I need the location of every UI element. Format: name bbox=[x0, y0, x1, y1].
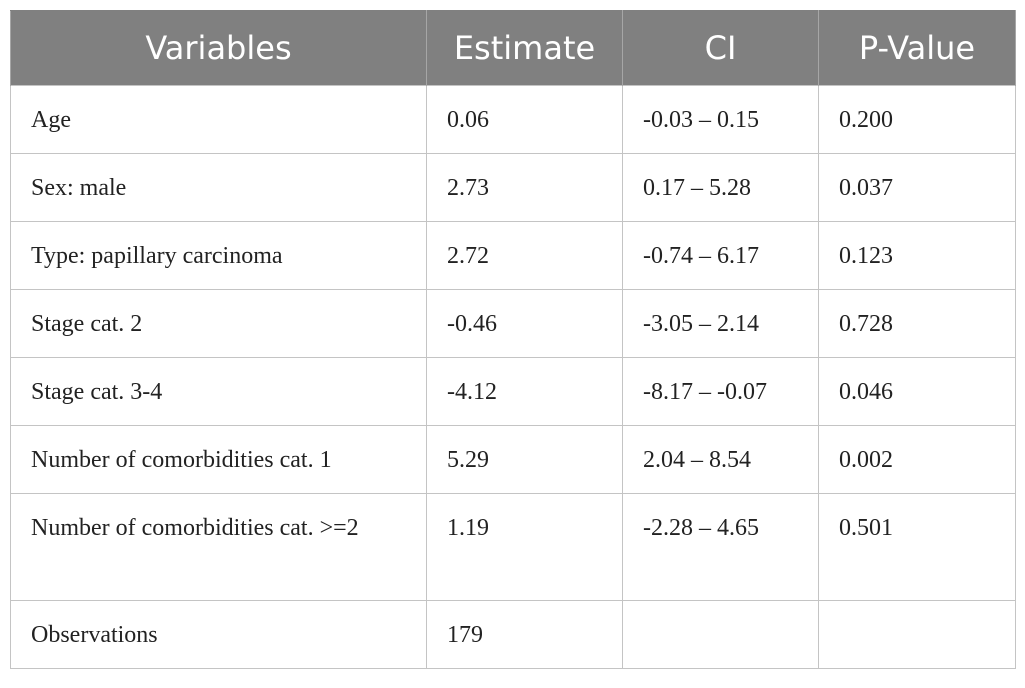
ci-cell: -3.05 – 2.14 bbox=[622, 289, 819, 358]
p-value-cell: 0.123 bbox=[818, 221, 1016, 290]
estimate-cell: 2.73 bbox=[426, 153, 623, 222]
observations-row: Observations 179 bbox=[10, 600, 1016, 669]
header-p-value: P-Value bbox=[818, 10, 1016, 86]
empty-cell bbox=[622, 600, 819, 669]
observations-label: Observations bbox=[10, 600, 427, 669]
ci-cell: 2.04 – 8.54 bbox=[622, 425, 819, 494]
table-header: Variables Estimate CI P-Value bbox=[10, 10, 1016, 86]
table-row: Number of comorbidities cat. >=2 1.19 -2… bbox=[10, 493, 1016, 601]
p-value-cell: 0.002 bbox=[818, 425, 1016, 494]
table-row: Age 0.06 -0.03 – 0.15 0.200 bbox=[10, 85, 1016, 154]
variable-cell: Sex: male bbox=[10, 153, 427, 222]
ci-cell: -2.28 – 4.65 bbox=[622, 493, 819, 601]
ci-cell: -8.17 – -0.07 bbox=[622, 357, 819, 426]
variable-cell: Stage cat. 2 bbox=[10, 289, 427, 358]
ci-cell: -0.74 – 6.17 bbox=[622, 221, 819, 290]
empty-cell bbox=[818, 600, 1016, 669]
header-row: Variables Estimate CI P-Value bbox=[10, 10, 1016, 86]
variable-cell: Age bbox=[10, 85, 427, 154]
estimate-cell: -4.12 bbox=[426, 357, 623, 426]
table-row: Stage cat. 2 -0.46 -3.05 – 2.14 0.728 bbox=[10, 289, 1016, 358]
ci-cell: 0.17 – 5.28 bbox=[622, 153, 819, 222]
header-estimate: Estimate bbox=[426, 10, 623, 86]
observations-value: 179 bbox=[426, 600, 623, 669]
p-value-cell: 0.501 bbox=[818, 493, 1016, 601]
ci-cell: -0.03 – 0.15 bbox=[622, 85, 819, 154]
table-row: Stage cat. 3-4 -4.12 -8.17 – -0.07 0.046 bbox=[10, 357, 1016, 426]
variable-cell: Number of comorbidities cat. 1 bbox=[10, 425, 427, 494]
header-ci: CI bbox=[622, 10, 819, 86]
estimate-cell: 0.06 bbox=[426, 85, 623, 154]
table-row: Type: papillary carcinoma 2.72 -0.74 – 6… bbox=[10, 221, 1016, 290]
estimate-cell: 1.19 bbox=[426, 493, 623, 601]
p-value-cell: 0.046 bbox=[818, 357, 1016, 426]
regression-results-table: Variables Estimate CI P-Value Age 0.06 -… bbox=[10, 10, 1016, 669]
table-row: Number of comorbidities cat. 1 5.29 2.04… bbox=[10, 425, 1016, 494]
table-body: Age 0.06 -0.03 – 0.15 0.200 Sex: male 2.… bbox=[10, 85, 1016, 669]
estimate-cell: -0.46 bbox=[426, 289, 623, 358]
p-value-cell: 0.037 bbox=[818, 153, 1016, 222]
p-value-cell: 0.200 bbox=[818, 85, 1016, 154]
estimate-cell: 2.72 bbox=[426, 221, 623, 290]
variable-cell: Stage cat. 3-4 bbox=[10, 357, 427, 426]
p-value-cell: 0.728 bbox=[818, 289, 1016, 358]
table-row: Sex: male 2.73 0.17 – 5.28 0.037 bbox=[10, 153, 1016, 222]
variable-cell: Type: papillary carcinoma bbox=[10, 221, 427, 290]
estimate-cell: 5.29 bbox=[426, 425, 623, 494]
header-variables: Variables bbox=[10, 10, 427, 86]
variable-cell: Number of comorbidities cat. >=2 bbox=[10, 493, 427, 601]
